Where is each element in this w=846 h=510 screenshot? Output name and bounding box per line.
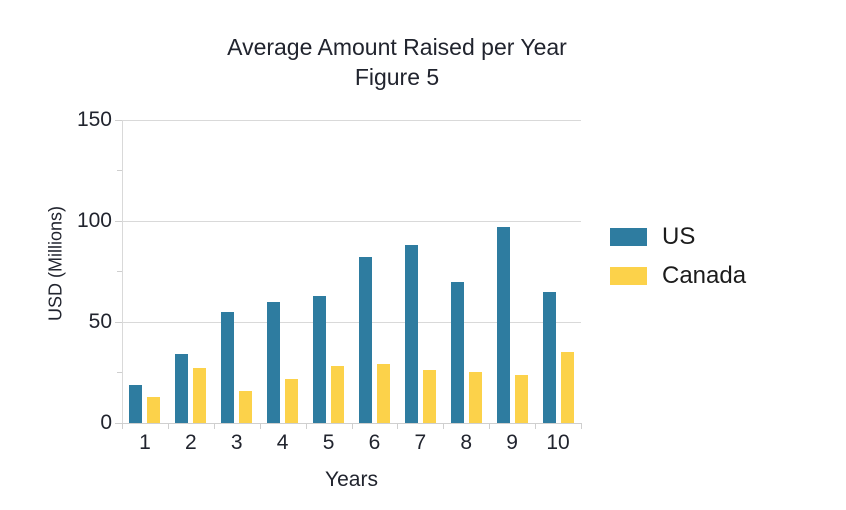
bar-us-year-6 — [359, 257, 372, 423]
bar-canada-year-5 — [331, 366, 344, 423]
x-boundary-tick-3 — [260, 423, 261, 429]
chart-legend: US Canada — [610, 223, 746, 306]
bar-us-year-9 — [497, 227, 510, 423]
bar-canada-year-6 — [377, 364, 390, 423]
gridline-150 — [122, 120, 581, 121]
bar-us-year-2 — [175, 354, 188, 423]
y-minor-tick-25 — [117, 372, 122, 373]
bar-canada-year-7 — [423, 370, 436, 423]
x-tick-label-1: 1 — [139, 431, 151, 454]
x-tick-label-8: 8 — [460, 431, 473, 454]
bar-canada-year-4 — [285, 379, 298, 423]
y-minor-tick-125 — [117, 170, 122, 171]
x-tick-label-10: 10 — [546, 431, 570, 454]
bar-us-year-4 — [267, 302, 280, 423]
x-boundary-tick-7 — [443, 423, 444, 429]
y-major-tick-0 — [115, 423, 122, 424]
x-axis-title: Years — [325, 468, 378, 491]
y-tick-label-0: 0 — [100, 411, 112, 434]
legend-label-canada: Canada — [662, 262, 747, 289]
y-tick-label-150: 150 — [76, 108, 112, 131]
chart-title-line2: Figure 5 — [354, 64, 440, 90]
legend-swatch-us — [610, 228, 647, 246]
x-boundary-tick-4 — [306, 423, 307, 429]
bar-us-year-7 — [405, 245, 418, 423]
y-major-tick-100 — [115, 221, 122, 222]
y-axis-line — [122, 120, 123, 423]
bar-us-year-1 — [129, 385, 142, 423]
bar-canada-year-1 — [147, 397, 160, 423]
gridline-50 — [122, 322, 581, 323]
x-boundary-tick-8 — [489, 423, 490, 429]
bar-canada-year-2 — [193, 368, 206, 423]
x-tick-label-6: 6 — [368, 431, 381, 454]
y-major-tick-50 — [115, 322, 122, 323]
x-boundary-tick-2 — [214, 423, 215, 429]
x-boundary-tick-10 — [581, 423, 582, 429]
x-tick-label-3: 3 — [230, 431, 243, 454]
x-tick-label-7: 7 — [414, 431, 427, 454]
x-tick-label-4: 4 — [276, 431, 289, 454]
chart-title: Average Amount Raised per Year Figure 5 — [0, 32, 794, 92]
bar-us-year-5 — [313, 296, 326, 423]
chart-plot-area — [122, 120, 581, 423]
legend-label-us: US — [662, 223, 696, 250]
x-tick-label-5: 5 — [322, 431, 335, 454]
bar-us-year-10 — [543, 292, 556, 423]
bar-canada-year-9 — [515, 375, 528, 423]
x-boundary-tick-9 — [535, 423, 536, 429]
x-boundary-tick-1 — [168, 423, 169, 429]
bar-canada-year-8 — [469, 372, 482, 423]
x-boundary-tick-6 — [397, 423, 398, 429]
x-boundary-tick-0 — [122, 423, 123, 429]
bar-canada-year-3 — [239, 391, 252, 423]
y-tick-label-100: 100 — [76, 209, 112, 232]
bar-us-year-8 — [451, 282, 464, 423]
gridline-100 — [122, 221, 581, 222]
legend-item-us: US — [610, 223, 746, 250]
y-major-tick-150 — [115, 120, 122, 121]
bar-us-year-3 — [221, 312, 234, 423]
chart-title-line1: Average Amount Raised per Year — [227, 34, 567, 60]
x-tick-label-9: 9 — [506, 431, 518, 454]
x-boundary-tick-5 — [352, 423, 353, 429]
bar-canada-year-10 — [561, 352, 574, 423]
legend-item-canada: Canada — [610, 262, 746, 289]
legend-swatch-canada — [610, 267, 647, 285]
x-tick-label-2: 2 — [185, 431, 197, 454]
y-minor-tick-75 — [117, 271, 122, 272]
y-tick-label-50: 50 — [88, 310, 112, 333]
